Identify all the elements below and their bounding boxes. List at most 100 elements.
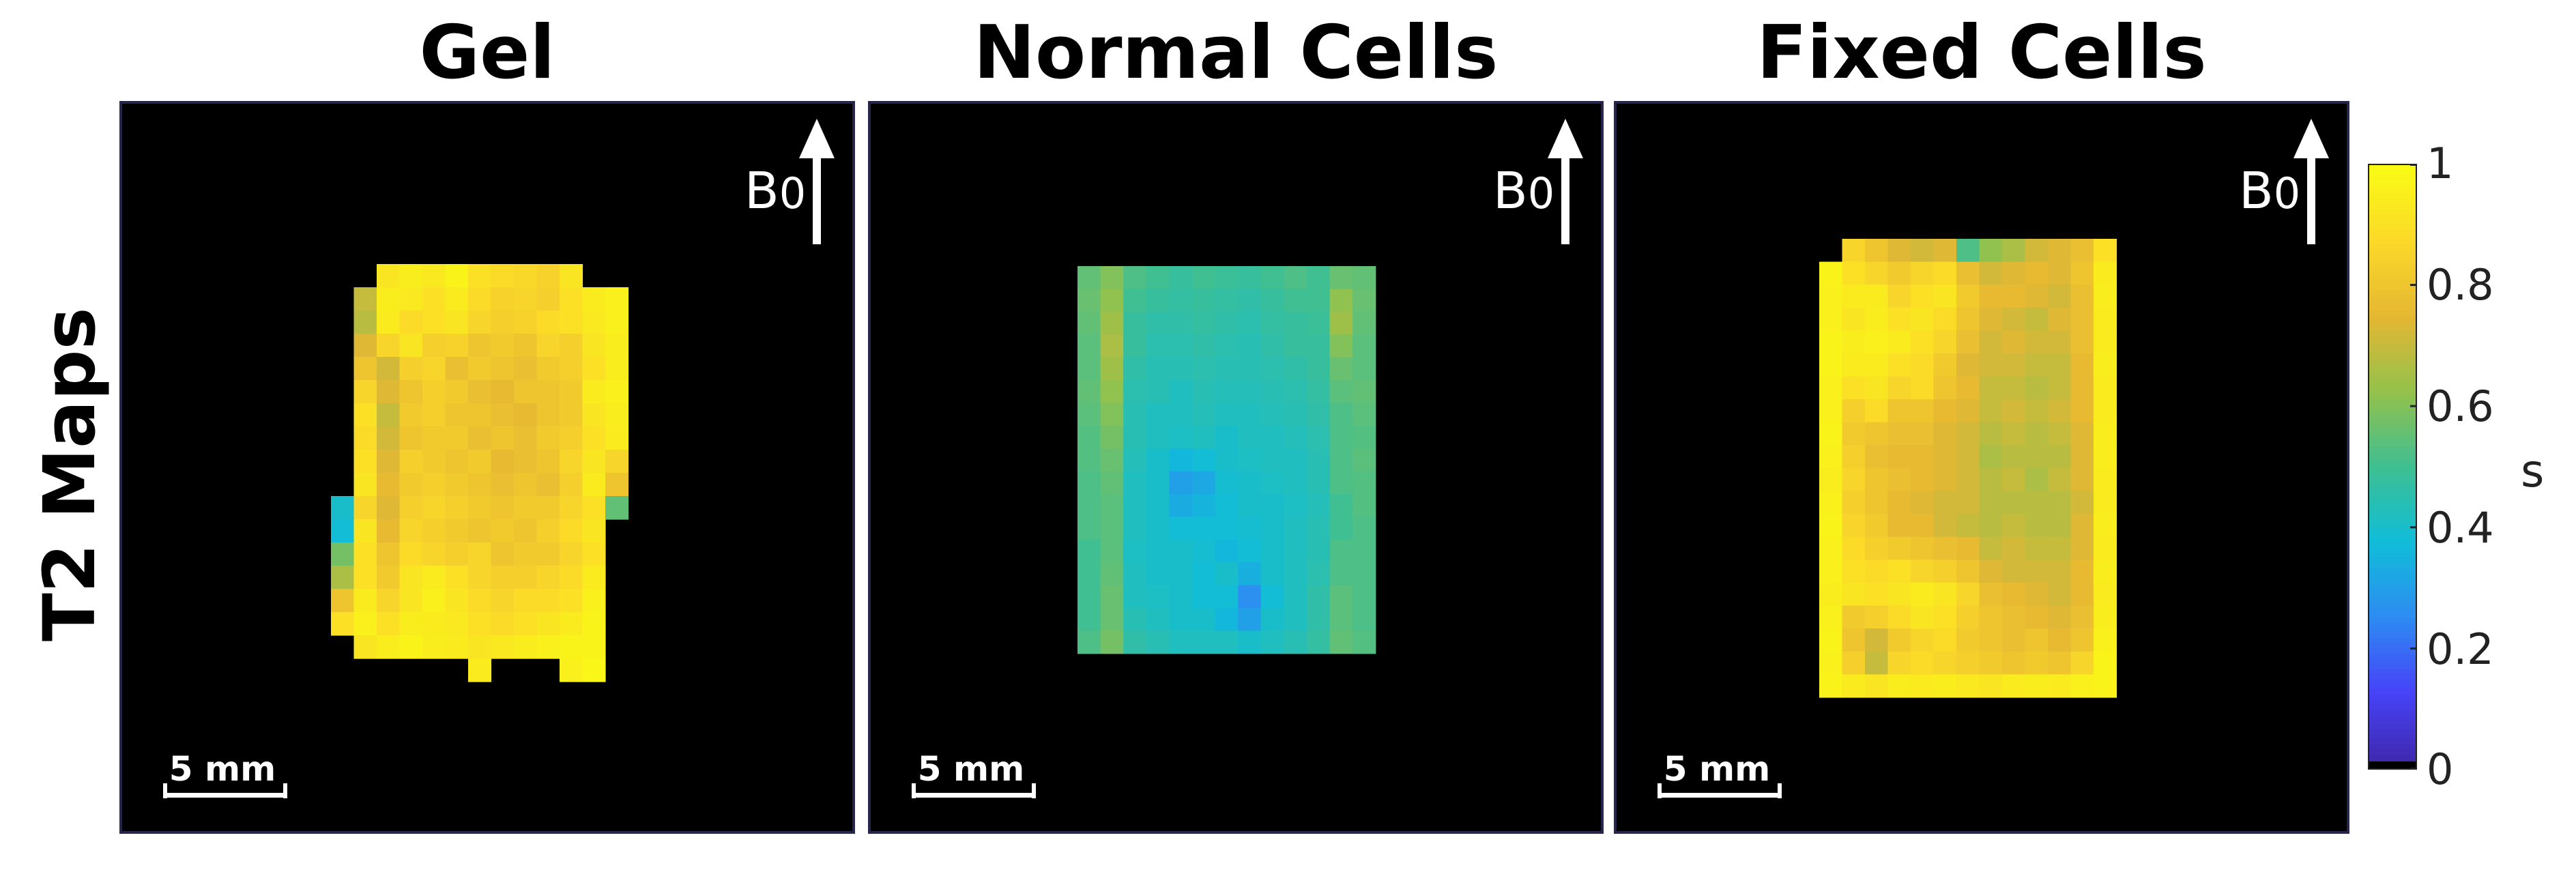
heatmap-cell xyxy=(2094,674,2117,698)
heatmap-cell xyxy=(1169,630,1193,654)
heatmap-cell xyxy=(1887,628,1911,652)
heatmap-cell xyxy=(1307,403,1331,426)
heatmap-cell xyxy=(399,566,423,590)
heatmap-cell xyxy=(1352,630,1376,654)
heatmap-cell xyxy=(1215,334,1239,358)
colorbar-segment xyxy=(2368,754,2417,761)
colorbar-segment xyxy=(2368,673,2417,680)
heatmap-cell xyxy=(1933,468,1957,492)
heatmap-cell xyxy=(514,589,538,613)
heatmap-cell xyxy=(468,635,492,659)
heatmap-cell xyxy=(1238,357,1262,381)
heatmap-cell xyxy=(1865,261,1889,285)
heatmap-cell xyxy=(422,310,446,334)
heatmap-cell xyxy=(468,357,492,381)
colorbar-segment xyxy=(2368,476,2417,483)
heatmap-cell xyxy=(2002,628,2026,652)
heatmap-cell xyxy=(1146,517,1170,540)
heatmap-cell xyxy=(445,403,469,427)
heatmap-cell xyxy=(1169,266,1193,289)
heatmap-cell xyxy=(536,542,560,566)
heatmap-cell xyxy=(1956,285,1980,308)
heatmap-cell xyxy=(1979,445,2003,469)
heatmap-cell xyxy=(1933,376,1957,400)
colorbar-segment xyxy=(2368,643,2417,650)
colorbar-segment xyxy=(2368,744,2417,751)
heatmap-cell xyxy=(536,264,560,288)
heatmap-cell xyxy=(1956,330,1980,354)
colorbar-segment xyxy=(2368,537,2417,543)
heatmap-cell xyxy=(1077,357,1101,381)
heatmap-cell xyxy=(1933,514,1957,538)
heatmap-cell xyxy=(1842,445,1866,469)
colorbar-segment xyxy=(2368,274,2417,281)
heatmap-cell xyxy=(2048,307,2072,331)
heatmap-cell xyxy=(377,496,401,520)
heatmap-cell xyxy=(2002,536,2026,560)
heatmap-cell xyxy=(1260,403,1284,426)
colorbar-segment xyxy=(2368,761,2417,770)
heatmap-cell xyxy=(353,473,377,497)
heatmap-cell xyxy=(560,566,583,590)
heatmap-cell xyxy=(377,403,401,427)
heatmap-cell xyxy=(2048,376,2072,400)
heatmap-cell xyxy=(2070,239,2094,263)
heatmap-cell xyxy=(422,287,446,311)
heatmap-cell xyxy=(2070,468,2094,492)
colorbar-segment xyxy=(2368,244,2417,250)
heatmap-cell xyxy=(1215,425,1239,449)
heatmap-cell xyxy=(1819,628,1843,652)
heatmap-cell xyxy=(399,635,423,659)
heatmap-cell xyxy=(2070,651,2094,675)
heatmap-cell xyxy=(1956,514,1980,538)
heatmap-cell xyxy=(1956,399,1980,423)
heatmap-cell xyxy=(2094,628,2117,652)
heatmap-cell xyxy=(2025,559,2049,583)
heatmap-cell xyxy=(1077,289,1101,313)
heatmap-cell xyxy=(1146,357,1170,381)
heatmap-cell xyxy=(468,658,492,682)
heatmap-cell xyxy=(353,450,377,474)
heatmap-cell xyxy=(1819,422,1843,446)
heatmap-cell xyxy=(1819,285,1843,308)
colorbar-segment xyxy=(2368,557,2417,564)
heatmap-cell xyxy=(605,403,629,427)
heatmap-cell xyxy=(1307,289,1331,313)
heatmap-cell xyxy=(445,496,469,520)
heatmap-cell xyxy=(2025,605,2049,629)
heatmap-cell xyxy=(353,380,377,404)
heatmap-cell xyxy=(353,334,377,358)
heatmap-cell xyxy=(582,635,606,659)
heatmap-cell xyxy=(536,310,560,334)
heatmap-cell xyxy=(422,635,446,659)
heatmap-cell xyxy=(399,542,423,566)
heatmap-cell xyxy=(1077,380,1101,403)
colorbar-segment xyxy=(2368,583,2417,589)
heatmap-cell xyxy=(1352,380,1376,403)
colorbar-segment xyxy=(2368,209,2417,215)
colorbar-segment xyxy=(2368,618,2417,624)
heatmap-cell xyxy=(2025,628,2049,652)
colorbar-segment xyxy=(2368,204,2417,210)
heatmap-cell xyxy=(2094,307,2117,331)
heatmap-cell xyxy=(1077,562,1101,586)
heatmap-cell xyxy=(1979,239,2003,263)
heatmap-cell xyxy=(1169,311,1193,335)
panel-title-fixed-cells: Fixed Cells xyxy=(1756,10,2207,96)
heatmap-cell xyxy=(1979,651,2003,675)
heatmap-cell xyxy=(2002,583,2026,607)
heatmap-cell xyxy=(1352,585,1376,609)
colorbar-segment xyxy=(2368,694,2417,700)
heatmap-cell xyxy=(468,426,492,450)
heatmap-cell xyxy=(1979,491,2003,514)
colorbar-tick-label: 1 xyxy=(2427,139,2454,188)
heatmap-cell xyxy=(1077,403,1101,426)
heatmap-cell xyxy=(377,589,401,613)
heatmap-cell xyxy=(1933,285,1957,308)
heatmap-cell xyxy=(1146,608,1170,631)
heatmap-cell xyxy=(2002,605,2026,629)
colorbar-segment xyxy=(2368,421,2417,427)
heatmap-cell xyxy=(1192,380,1216,403)
heatmap-cell xyxy=(1123,266,1147,289)
heatmap-cell xyxy=(1329,380,1353,403)
